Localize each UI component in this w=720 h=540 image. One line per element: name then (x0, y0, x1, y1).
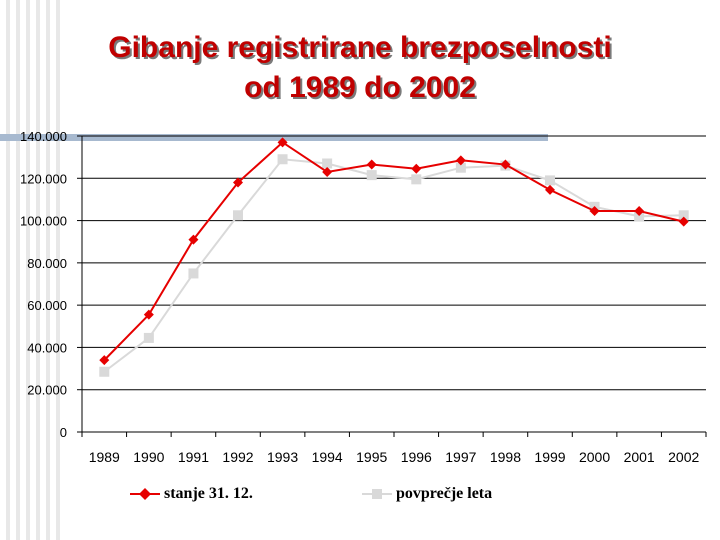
x-tick-label: 2002 (668, 449, 699, 465)
data-point-series-1 (411, 163, 422, 174)
data-point-series-2 (366, 170, 377, 181)
data-point-series-2 (411, 174, 422, 185)
x-tick-label: 1992 (222, 449, 253, 465)
y-tick-label: 100.000 (20, 214, 67, 229)
legend-item-series-1: stanje 31. 12. (130, 485, 253, 503)
y-tick-label: 80.000 (27, 256, 67, 271)
top-band-decoration (0, 134, 548, 141)
data-point-series-2 (233, 210, 243, 221)
data-point-series-1 (366, 159, 377, 170)
legend-item-series-2: povprečje leta (362, 485, 492, 503)
x-tick-label: 1990 (133, 449, 164, 465)
data-point-series-2 (455, 162, 466, 173)
page-title: Gibanje registrirane brezposelnosti od 1… (0, 28, 720, 108)
y-tick-label: 120.000 (20, 171, 67, 186)
data-point-series-1 (188, 234, 199, 245)
x-tick-label: 2000 (579, 449, 610, 465)
x-tick-label: 1999 (534, 449, 565, 465)
legend-label-series-1: stanje 31. 12. (164, 485, 253, 502)
x-tick-label: 1989 (89, 449, 120, 465)
x-tick-label: 1991 (178, 449, 209, 465)
data-point-series-2 (322, 158, 333, 169)
legend-label-series-2: povprečje leta (396, 485, 493, 502)
left-stripe-decoration (0, 0, 60, 540)
y-tick-label: 0 (60, 425, 67, 440)
legend-swatch-series-2 (362, 489, 392, 499)
x-tick-label: 1997 (445, 449, 476, 465)
x-tick-label: 1998 (490, 449, 521, 465)
y-tick-label: 140.000 (20, 129, 67, 144)
data-point-series-2 (143, 332, 154, 343)
data-point-series-1 (634, 206, 645, 217)
title-line-2: od 1989 do 2002 (244, 71, 476, 104)
data-point-series-2 (545, 175, 555, 186)
x-tick-label: 1993 (267, 449, 298, 465)
x-tick-label: 1995 (356, 449, 387, 465)
data-point-series-1 (455, 155, 466, 166)
x-tick-label: 1996 (401, 449, 432, 465)
x-tick-label: 2001 (624, 449, 655, 465)
data-point-series-2 (99, 366, 110, 377)
data-point-series-1 (233, 177, 243, 188)
data-point-series-2 (634, 211, 645, 222)
y-tick-label: 40.000 (27, 340, 67, 355)
y-tick-label: 20.000 (27, 383, 67, 398)
data-point-series-1 (545, 184, 555, 195)
title-line-1: Gibanje registrirane brezposelnosti (108, 31, 612, 64)
data-point-series-2 (277, 154, 288, 165)
data-point-series-1 (500, 159, 511, 170)
legend-swatch-series-1 (130, 488, 160, 500)
data-point-series-2 (188, 268, 199, 279)
data-point-series-2 (678, 210, 689, 221)
data-point-series-1 (99, 355, 110, 366)
data-point-series-1 (678, 216, 689, 227)
data-point-series-1 (277, 137, 288, 148)
data-point-series-1 (143, 309, 154, 320)
data-point-series-1 (589, 206, 600, 217)
series-line-1 (103, 141, 684, 361)
data-point-series-1 (322, 166, 333, 177)
y-tick-label: 60.000 (27, 298, 67, 313)
series-line-2 (103, 158, 684, 373)
x-tick-label: 1994 (312, 449, 343, 465)
